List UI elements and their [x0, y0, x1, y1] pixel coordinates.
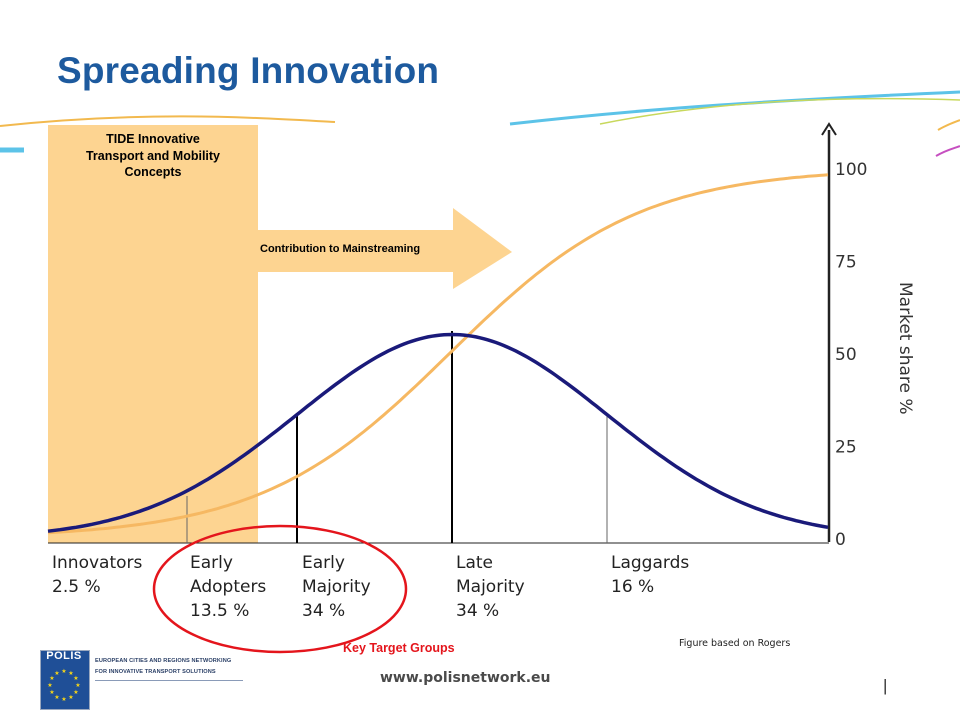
cumulative-adoption-curve: [47, 173, 829, 535]
category-early-majority: Early Majority 34 %: [302, 551, 371, 623]
tide-concepts-region: [48, 125, 258, 543]
tide-concepts-label: TIDE Innovative Transport and Mobility C…: [48, 131, 258, 181]
source-note: Figure based on Rogers: [679, 638, 791, 649]
mainstreaming-label: Contribution to Mainstreaming: [260, 243, 421, 255]
category-early-majority-pct: 34 %: [302, 601, 346, 621]
svg-text:★: ★: [68, 670, 73, 677]
adoption-bell-curve: [47, 332, 829, 533]
polis-logo-text: POLIS: [46, 650, 82, 662]
polis-logo[interactable]: [40, 650, 90, 710]
svg-text:★: ★: [73, 675, 78, 682]
mainstreaming-arrow: [258, 208, 512, 289]
category-innovators-name: Innovators: [52, 553, 143, 573]
key-target-groups-ellipse: [152, 524, 408, 654]
key-target-groups-label: Key Target Groups: [343, 641, 455, 655]
svg-text:★: ★: [54, 694, 59, 701]
category-late-majority-name-2: Majority: [456, 577, 525, 597]
svg-text:★: ★: [61, 696, 66, 701]
y-axis-title: Market share %: [895, 282, 915, 415]
category-early-majority-name-1: Early: [302, 553, 345, 573]
y-tick-label: 100: [835, 160, 867, 180]
category-laggards: Laggards 16 %: [611, 551, 689, 599]
slide-title: Spreading Innovation: [57, 50, 440, 91]
svg-text:★: ★: [47, 682, 52, 689]
y-tick-label: 25: [835, 438, 857, 458]
y-tick-label: 50: [835, 345, 857, 365]
y-tick-label: 75: [835, 253, 857, 273]
svg-text:★: ★: [49, 689, 54, 696]
y-axis-arrowhead: [821, 122, 837, 136]
category-early-majority-name-2: Majority: [302, 577, 371, 597]
category-early-adopters-name-2: Adopters: [190, 577, 267, 597]
category-late-majority-pct: 34 %: [456, 601, 500, 621]
page-marker: |: [883, 676, 888, 695]
category-laggards-pct: 16 %: [611, 577, 655, 597]
category-early-adopters-name-1: Early: [190, 553, 233, 573]
svg-text:★: ★: [73, 689, 78, 696]
category-early-adopters-pct: 13.5 %: [190, 601, 250, 621]
svg-text:★: ★: [54, 670, 59, 677]
y-tick-label: 0: [835, 530, 846, 550]
eu-stars-icon: ★ ★★ ★★★ ★★★ ★★★: [47, 668, 80, 701]
org-divider: [95, 680, 243, 681]
polis-org-line-1: EUROPEAN CITIES AND REGIONS NETWORKING: [95, 658, 232, 664]
y-tick-labels: 0 25 50 75 100: [835, 160, 867, 550]
svg-text:★: ★: [61, 668, 66, 675]
category-innovators-pct: 2.5 %: [52, 577, 101, 597]
category-laggards-name: Laggards: [611, 553, 690, 573]
category-late-majority: Late Majority 34 %: [456, 551, 525, 623]
category-late-majority-name-1: Late: [456, 553, 494, 573]
svg-text:★: ★: [68, 694, 73, 701]
category-innovators: Innovators 2.5 %: [52, 551, 142, 599]
tide-line-1: TIDE Innovative: [106, 132, 200, 146]
polis-org-line-2: FOR INNOVATIVE TRANSPORT SOLUTIONS: [95, 669, 216, 675]
svg-text:★: ★: [49, 675, 54, 682]
tide-line-3: Concepts: [124, 165, 182, 179]
website-link[interactable]: www.polisnetwork.eu: [380, 670, 551, 686]
tide-line-2: Transport and Mobility: [85, 148, 221, 163]
polis-org-name: EUROPEAN CITIES AND REGIONS NETWORKING F…: [95, 656, 265, 678]
category-early-adopters: Early Adopters 13.5 %: [190, 551, 266, 623]
svg-text:★: ★: [75, 682, 80, 689]
